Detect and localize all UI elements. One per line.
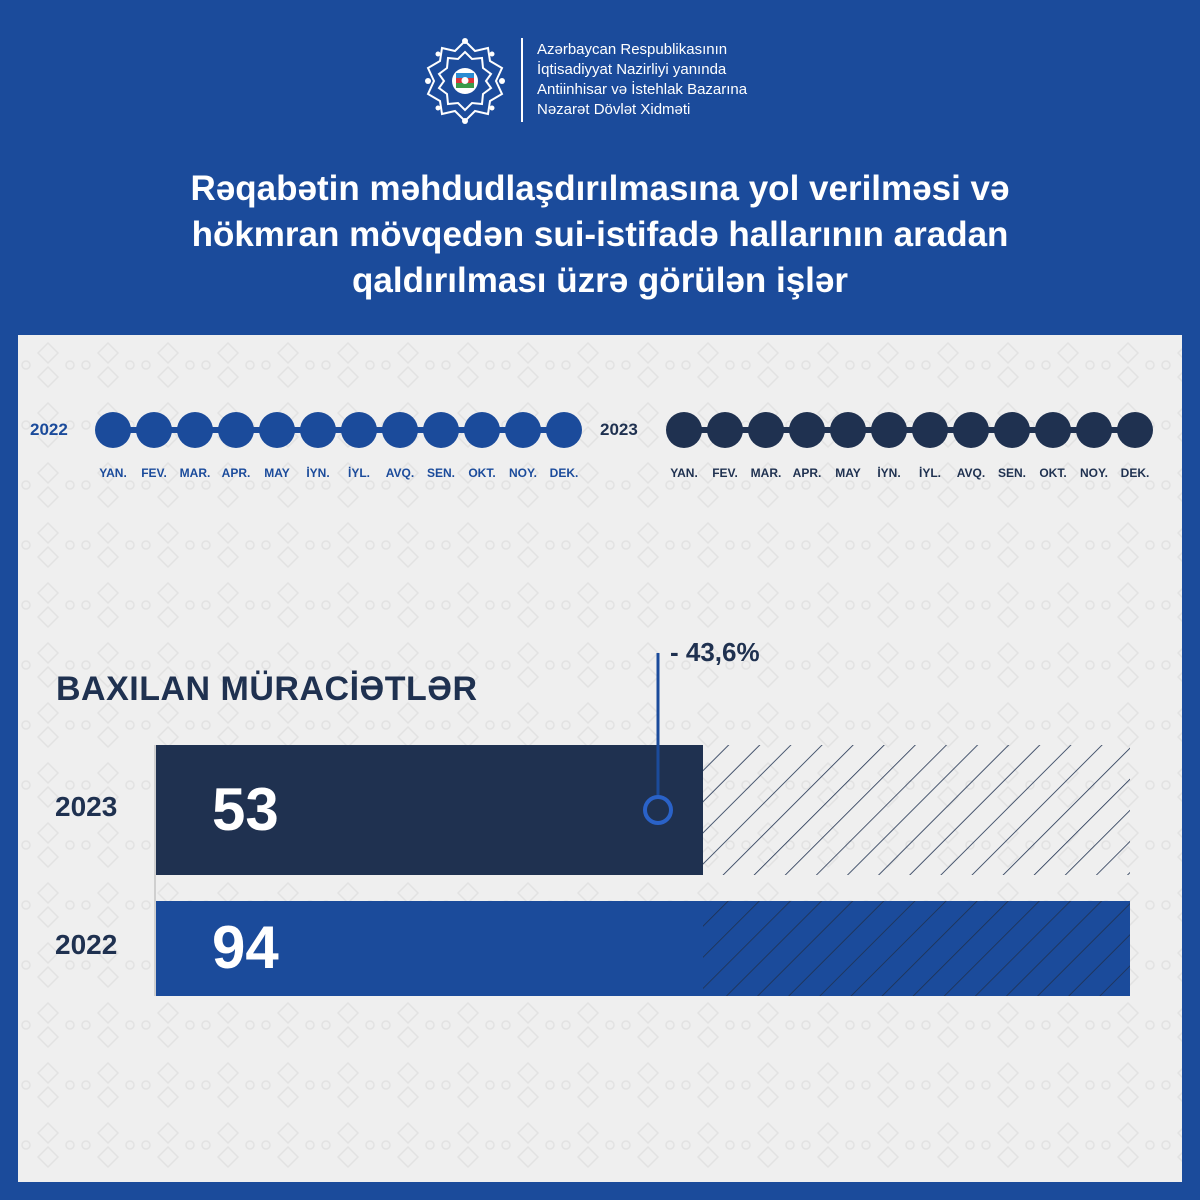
change-annotation: - 43,6% [670,637,760,667]
annotation-pin-dot [643,795,673,825]
timeline-dot-right [1117,412,1153,448]
timeline-dot-left [505,412,541,448]
bar-remainder-2023 [703,745,1130,875]
org-line: Nəzarət Dövlət Xidməti [537,101,691,118]
month-label: FEV. [141,466,167,480]
month-label: OKT. [1039,466,1067,480]
bar-label-2022: 2022 [55,929,118,960]
chart-title: BAXILAN MÜRACİƏTLƏR [56,670,478,708]
bar-label-2023: 2023 [55,791,118,822]
org-name: Azərbaycan Respublikasının İqtisadiyyat … [537,40,747,120]
month-label: İYN. [306,466,330,480]
bar-value-2022: 94 [212,914,279,981]
bar-overlay-2022 [703,901,1130,996]
title-line: qaldırılması üzrə görülən işlər [352,261,848,300]
timeline-dot-right [748,412,784,448]
timeline-dot-left [341,412,377,448]
timeline-dot-left [464,412,500,448]
timeline-dot-right [666,412,702,448]
timeline-dot-left [382,412,418,448]
bar-2023 [155,745,703,875]
month-label: OKT. [468,466,496,480]
timeline-dot-left [136,412,172,448]
timeline-dot-left [546,412,582,448]
logo-divider [521,38,523,122]
timeline-dot-right [994,412,1030,448]
bar-chart [154,653,1130,996]
month-label: MAR. [179,466,211,480]
timeline-dot-left [95,412,131,448]
month-label: NOY. [1079,466,1108,480]
page-title: Rəqabətin məhdudlaşdırılmasına yol veril… [40,166,1160,304]
title-line: Rəqabətin məhdudlaşdırılmasına yol veril… [190,169,1010,208]
header: Azərbaycan Respublikasının İqtisadiyyat … [0,0,1200,335]
timeline-dot-right [830,412,866,448]
content-panel: 2022 2023 YAN. FEV. MAR. APR. MAY İYN. İYL. AVQ… [18,335,1182,1182]
org-line: Azərbaycan Respublikasının [537,41,728,58]
timeline-dot-left [177,412,213,448]
timeline-dot-right [953,412,989,448]
timeline-dot-right [871,412,907,448]
emblem-icon [425,38,505,124]
month-label: NOY. [508,466,537,480]
month-label: DEK. [1120,466,1150,480]
month-label: YAN. [99,466,127,480]
bar-2022 [155,901,703,996]
month-label: İYL. [347,466,370,480]
month-label: DEK. [549,466,579,480]
month-label: AVQ. [956,466,986,480]
timeline-dot-left [300,412,336,448]
timeline-dot-right [912,412,948,448]
timeline-dot-left [218,412,254,448]
timeline-year-2023: 2023 [600,420,638,439]
month-label: SEN. [426,466,455,480]
bar-value-2023: 53 [212,776,279,843]
title-line: hökmran mövqedən sui-istifadə hallarının… [191,215,1009,254]
month-label: AVQ. [385,466,415,480]
bar-remainder-2022 [703,901,1130,996]
org-line: Antiinhisar və İstehlak Bazarına [537,81,748,98]
timeline-graphic [95,412,1153,448]
month-label: İYN. [877,466,901,480]
month-label: APR. [221,466,251,480]
timeline-dot-right [789,412,825,448]
timeline-dot-right [707,412,743,448]
month-label: MAY [264,466,290,480]
timeline-dot-right [1076,412,1112,448]
timeline-year-2022: 2022 [30,420,68,439]
timeline-dot-right [1035,412,1071,448]
month-label: SEN. [997,466,1026,480]
month-label: İYL. [918,466,941,480]
timeline-dot-left [259,412,295,448]
timeline-dot-left [423,412,459,448]
month-label: MAR. [750,466,782,480]
month-label: MAY [835,466,861,480]
month-label: APR. [792,466,822,480]
org-line: İqtisadiyyat Nazirliyi yanında [537,61,727,78]
month-label: YAN. [670,466,698,480]
month-label: FEV. [712,466,738,480]
